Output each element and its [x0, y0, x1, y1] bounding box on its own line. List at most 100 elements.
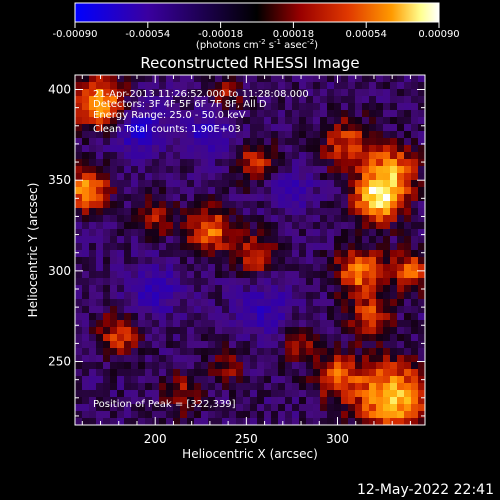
heatmap-cell: [355, 257, 363, 265]
heatmap-cell: [327, 131, 335, 139]
heatmap-cell: [236, 180, 244, 188]
heatmap-cell: [173, 341, 181, 349]
heatmap-cell: [313, 327, 321, 335]
heatmap-cell: [222, 306, 230, 314]
heatmap-cell: [348, 313, 356, 321]
heatmap-cell: [117, 166, 125, 174]
heatmap-cell: [243, 271, 251, 279]
heatmap-cell: [208, 383, 216, 391]
heatmap-cell: [187, 369, 195, 377]
heatmap-cell: [334, 96, 342, 104]
heatmap-cell: [138, 201, 146, 209]
heatmap-cell: [194, 341, 202, 349]
heatmap-cell: [243, 411, 251, 419]
heatmap-cell: [187, 313, 195, 321]
heatmap-cell: [208, 145, 216, 153]
heatmap-cell: [131, 208, 139, 216]
heatmap-cell: [341, 411, 349, 419]
heatmap-cell: [362, 187, 370, 195]
heatmap-cell: [362, 110, 370, 118]
heatmap-cell: [278, 243, 286, 251]
heatmap-cell: [271, 327, 279, 335]
heatmap-cell: [278, 82, 286, 90]
heatmap-cell: [264, 145, 272, 153]
heatmap-cell: [383, 243, 391, 251]
heatmap-cell: [82, 271, 90, 279]
heatmap-cell: [383, 187, 391, 195]
heatmap-cell: [257, 131, 265, 139]
heatmap-cell: [411, 110, 419, 118]
heatmap-cell: [173, 152, 181, 160]
heatmap-cell: [166, 264, 174, 272]
heatmap-cell: [397, 397, 405, 405]
heatmap-cell: [89, 334, 97, 342]
heatmap-cell: [264, 341, 272, 349]
heatmap-cell: [138, 355, 146, 363]
heatmap-cell: [355, 201, 363, 209]
heatmap-cell: [201, 89, 209, 97]
heatmap-cell: [376, 131, 384, 139]
heatmap-cell: [194, 138, 202, 146]
heatmap-cell: [369, 124, 377, 132]
heatmap-cell: [348, 383, 356, 391]
heatmap-cell: [159, 257, 167, 265]
heatmap-cell: [208, 166, 216, 174]
heatmap-cell: [411, 278, 419, 286]
heatmap-cell: [299, 250, 307, 258]
heatmap-cell: [229, 222, 237, 230]
heatmap-cell: [306, 383, 314, 391]
heatmap-cell: [397, 201, 405, 209]
heatmap-cell: [341, 75, 349, 83]
heatmap-cell: [75, 194, 83, 202]
heatmap-cell: [418, 404, 425, 412]
heatmap-cell: [397, 173, 405, 181]
heatmap-cell: [313, 152, 321, 160]
heatmap-cell: [292, 327, 300, 335]
heatmap-cell: [355, 397, 363, 405]
heatmap-cell: [201, 222, 209, 230]
heatmap-cell: [166, 327, 174, 335]
heatmap-cell: [215, 138, 223, 146]
heatmap-cell: [180, 145, 188, 153]
heatmap-cell: [278, 376, 286, 384]
heatmap-cell: [138, 411, 146, 419]
heatmap-cell: [348, 327, 356, 335]
heatmap-cell: [264, 397, 272, 405]
heatmap-cell: [292, 117, 300, 125]
heatmap-cell: [257, 194, 265, 202]
heatmap-cell: [96, 383, 104, 391]
heatmap-cell: [201, 369, 209, 377]
heatmap-cell: [222, 243, 230, 251]
heatmap-cell: [117, 320, 125, 328]
heatmap-cell: [222, 320, 230, 328]
heatmap-cell: [292, 152, 300, 160]
heatmap-cell: [215, 110, 223, 118]
heatmap-cell: [264, 250, 272, 258]
heatmap-cell: [201, 173, 209, 181]
heatmap-cell: [96, 215, 104, 223]
heatmap-cell: [264, 390, 272, 398]
heatmap-cell: [348, 271, 356, 279]
heatmap-cell: [103, 138, 111, 146]
heatmap-cell: [215, 313, 223, 321]
heatmap-cell: [313, 397, 321, 405]
heatmap-cell: [208, 327, 216, 335]
heatmap-cell: [383, 369, 391, 377]
heatmap-cell: [369, 257, 377, 265]
heatmap-cell: [355, 411, 363, 419]
heatmap-cell: [369, 82, 377, 90]
heatmap-cell: [236, 292, 244, 300]
heatmap-cell: [110, 194, 118, 202]
heatmap-cell: [110, 292, 118, 300]
heatmap-cell: [222, 103, 230, 111]
heatmap-cell: [194, 222, 202, 230]
heatmap-cell: [327, 229, 335, 237]
heatmap-cell: [159, 110, 167, 118]
heatmap-cell: [159, 306, 167, 314]
heatmap-cell: [299, 131, 307, 139]
heatmap-cell: [306, 103, 314, 111]
heatmap-cell: [194, 404, 202, 412]
heatmap-cell: [327, 348, 335, 356]
heatmap-cell: [222, 96, 230, 104]
heatmap-cell: [369, 229, 377, 237]
